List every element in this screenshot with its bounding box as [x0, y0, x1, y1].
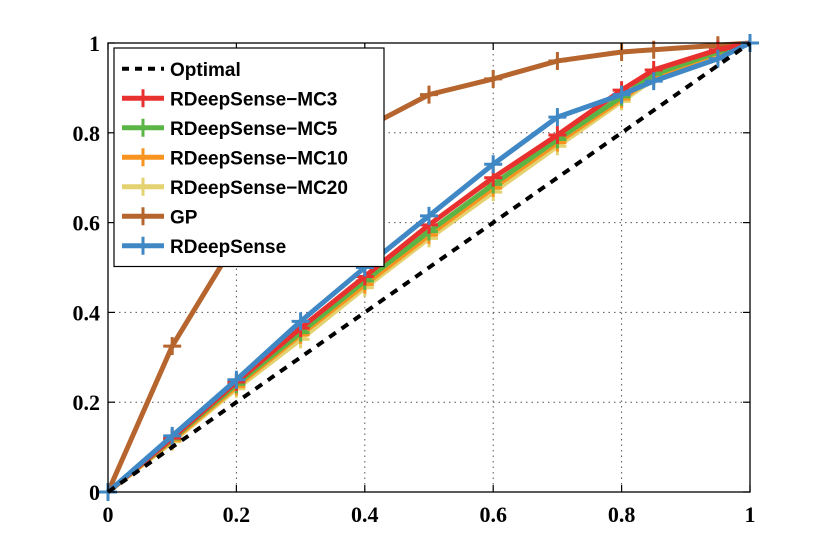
x-tick-label: 0.2 [223, 502, 251, 527]
series-rdeepsense [99, 34, 759, 501]
legend-label: RDeepSense−MC5 [170, 119, 338, 140]
legend-label: RDeepSense [170, 237, 286, 258]
y-tick-label: 1 [89, 31, 100, 56]
x-tick-label: 0.4 [351, 502, 379, 527]
y-tick-label: 0 [89, 480, 100, 505]
data-point [291, 312, 310, 331]
y-tick-label: 0.4 [73, 300, 101, 325]
grid-lines [108, 43, 750, 492]
plot-frame [107, 42, 751, 493]
legend-item-rdeepsense-mc10: RDeepSense−MC10 [122, 148, 348, 169]
series-line [106, 41, 752, 494]
axis-ticks: 0 0.2 0.4 0.6 0.8 1 0 0.2 0.4 0.6 0.8 1 [73, 31, 756, 527]
data-point [644, 40, 663, 59]
y-tick-label: 0.8 [73, 121, 101, 146]
x-tick-label: 0.6 [479, 502, 507, 527]
legend-label: RDeepSense−MC10 [170, 148, 348, 169]
legend-item-rdeepsense-mc5: RDeepSense−MC5 [122, 118, 338, 140]
data-point [548, 51, 567, 70]
data-point [612, 85, 631, 104]
legend-item-rdeepsense-mc3: RDeepSense−MC3 [122, 89, 337, 110]
legend-label: Optimal [170, 60, 241, 81]
legend-item-rdeepsense: RDeepSense [122, 236, 286, 258]
legend: Optimal RDeepSense−MC3 RDeepSense−MC5 RDeep… [113, 47, 385, 268]
x-tick-label: 0.8 [608, 502, 636, 527]
data-point [484, 69, 503, 88]
data-point [548, 108, 567, 127]
x-tick-label: 1 [745, 502, 756, 527]
legend-item-optimal: Optimal [122, 60, 241, 81]
data-point [163, 426, 182, 445]
legend-label: GP [170, 207, 198, 228]
data-point [163, 337, 182, 356]
legend-label: RDeepSense−MC3 [170, 89, 337, 110]
legend-label: RDeepSense−MC20 [170, 178, 348, 199]
x-tick-label: 0 [103, 502, 114, 527]
data-point [484, 155, 503, 174]
data-point [420, 85, 438, 104]
data-point [708, 49, 727, 68]
y-tick-label: 0.2 [73, 390, 101, 415]
series-line [106, 40, 752, 494]
data-point [420, 206, 438, 225]
legend-item-gp: GP [122, 207, 198, 228]
legend-item-rdeepsense-mc20: RDeepSense−MC20 [122, 177, 348, 199]
y-tick-label: 0.6 [73, 211, 101, 236]
data-point [548, 126, 567, 145]
series-optimal [106, 41, 752, 494]
data-point [644, 72, 663, 91]
data-point [227, 370, 246, 389]
